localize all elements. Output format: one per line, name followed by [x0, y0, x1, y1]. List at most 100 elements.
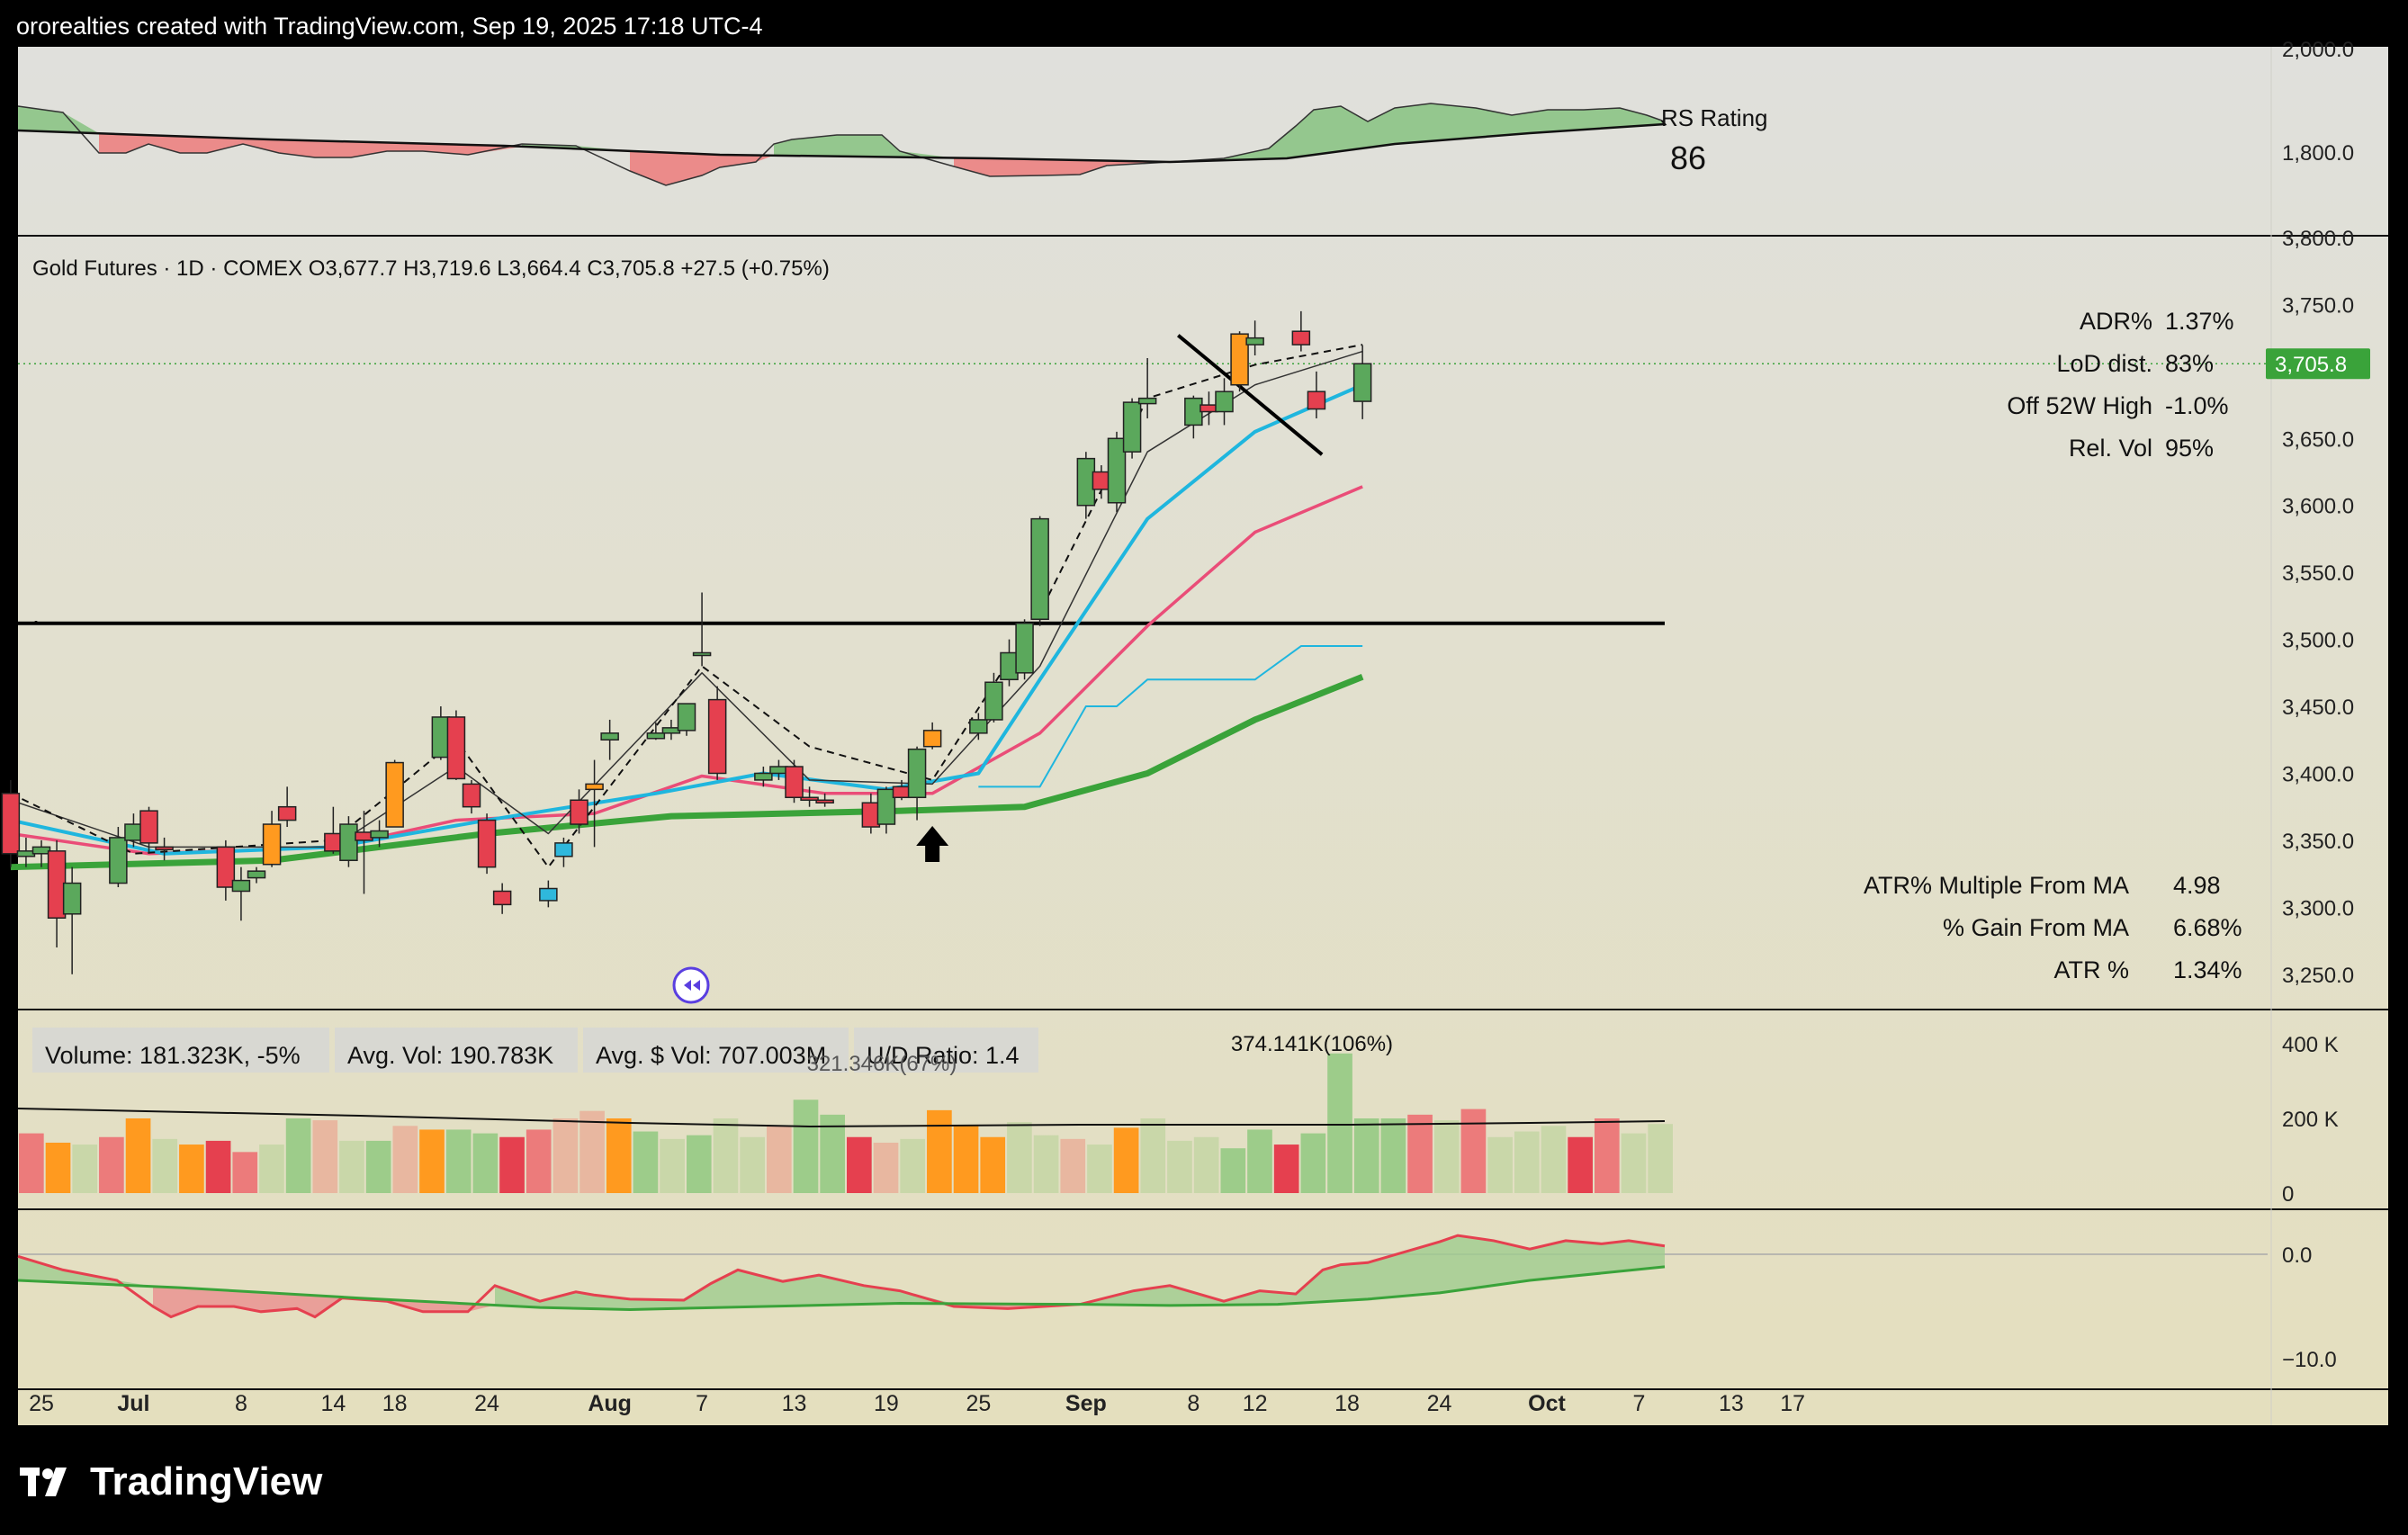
volume-bar[interactable] [72, 1145, 98, 1193]
candle-body[interactable] [231, 879, 251, 893]
volume-bar[interactable] [365, 1140, 391, 1193]
candle-body[interactable] [109, 837, 128, 884]
candle-body[interactable] [661, 727, 681, 734]
volume-bar[interactable] [633, 1131, 659, 1193]
volume-bar[interactable] [980, 1136, 1006, 1193]
candle-body[interactable] [1245, 337, 1264, 346]
candle-body[interactable] [1000, 651, 1019, 681]
candle-body[interactable] [47, 850, 67, 920]
volume-bar[interactable] [45, 1142, 71, 1193]
volume-bar[interactable] [1648, 1124, 1673, 1193]
volume-bar[interactable] [740, 1136, 765, 1193]
candle-body[interactable] [462, 783, 481, 808]
candle-body[interactable] [1122, 401, 1142, 453]
volume-bar[interactable] [419, 1129, 445, 1193]
candle-body[interactable] [385, 761, 404, 828]
volume-bar[interactable] [686, 1135, 712, 1193]
volume-bar[interactable] [1407, 1114, 1433, 1193]
volume-bar[interactable] [927, 1109, 952, 1193]
volume-bar[interactable] [900, 1138, 926, 1193]
candle-body[interactable] [539, 887, 558, 902]
candle-body[interactable] [1137, 397, 1157, 405]
candle-body[interactable] [124, 823, 143, 841]
candle-body[interactable] [1, 793, 21, 855]
candle-body[interactable] [370, 830, 389, 839]
volume-bar[interactable] [259, 1145, 284, 1193]
volume-bar[interactable] [1460, 1109, 1487, 1193]
volume-bar[interactable] [1060, 1138, 1086, 1193]
volume-bar[interactable] [179, 1145, 204, 1193]
volume-bar[interactable] [873, 1142, 899, 1193]
volume-bar[interactable] [1087, 1145, 1112, 1193]
candle-body[interactable] [446, 716, 466, 780]
candle-body[interactable] [1184, 397, 1203, 426]
volume-bar[interactable] [472, 1133, 499, 1193]
candle-body[interactable] [785, 766, 804, 799]
candle-body[interactable] [1352, 363, 1372, 402]
volume-bar[interactable] [1568, 1136, 1593, 1193]
candle-body[interactable] [1092, 471, 1111, 490]
volume-bar[interactable] [1273, 1145, 1299, 1193]
volume-bar[interactable] [606, 1118, 632, 1193]
candle-body[interactable] [769, 766, 788, 775]
candle-body[interactable] [62, 882, 82, 915]
candle-body[interactable] [324, 832, 343, 852]
candle-body[interactable] [277, 805, 297, 821]
candle-body[interactable] [800, 796, 819, 802]
candle-body[interactable] [984, 681, 1003, 721]
brand-logo[interactable]: TradingView [20, 1459, 322, 1504]
candle-body[interactable] [570, 799, 589, 825]
volume-bar[interactable] [1247, 1129, 1272, 1193]
volume-bar[interactable] [285, 1118, 311, 1193]
volume-bar[interactable] [1300, 1133, 1326, 1193]
candle-body[interactable] [492, 890, 512, 906]
volume-bar[interactable] [1113, 1127, 1139, 1193]
volume-bar[interactable] [1433, 1120, 1460, 1193]
volume-bar[interactable] [1167, 1140, 1192, 1193]
candle-body[interactable] [31, 846, 51, 855]
candle-body[interactable] [1107, 437, 1127, 504]
candle-body[interactable] [707, 698, 727, 775]
volume-bar[interactable] [152, 1138, 178, 1193]
candle-body[interactable] [1015, 622, 1034, 674]
volume-bar[interactable] [1380, 1118, 1406, 1193]
candle-body[interactable] [600, 732, 619, 741]
volume-bar[interactable] [499, 1136, 525, 1193]
volume-bar[interactable] [125, 1118, 151, 1193]
volume-bar[interactable] [1621, 1133, 1647, 1193]
candle-body[interactable] [155, 846, 174, 851]
volume-bar[interactable] [99, 1136, 124, 1193]
candle-body[interactable] [16, 850, 36, 857]
volume-bar[interactable] [713, 1118, 739, 1193]
volume-bar[interactable] [526, 1129, 552, 1193]
volume-bar[interactable] [1033, 1135, 1059, 1193]
volume-bar[interactable] [445, 1129, 472, 1193]
candle-body[interactable] [1307, 390, 1326, 410]
candle-body[interactable] [692, 651, 712, 657]
volume-bar[interactable] [232, 1152, 258, 1193]
candle-body[interactable] [477, 819, 497, 868]
volume-bar[interactable] [1220, 1148, 1246, 1193]
volume-bar[interactable] [205, 1140, 231, 1193]
volume-bar[interactable] [660, 1138, 685, 1193]
volume-bar[interactable] [793, 1100, 819, 1193]
candle-body[interactable] [1030, 517, 1049, 621]
volume-bar[interactable] [1514, 1131, 1540, 1193]
volume-bar[interactable] [1353, 1118, 1379, 1193]
volume-bar[interactable] [953, 1126, 979, 1193]
volume-bar[interactable] [847, 1136, 872, 1193]
candle-body[interactable] [1200, 404, 1218, 413]
volume-bar[interactable] [553, 1118, 579, 1193]
candle-body[interactable] [262, 823, 282, 866]
candle-body[interactable] [969, 719, 988, 734]
candle-body[interactable] [754, 772, 773, 781]
volume-bar[interactable] [392, 1126, 418, 1193]
candle-body[interactable] [1230, 333, 1249, 386]
volume-bar[interactable] [1007, 1122, 1032, 1193]
volume-bar[interactable] [312, 1120, 338, 1193]
candle-body[interactable] [892, 785, 912, 799]
candle-body[interactable] [922, 730, 942, 748]
volume-bar[interactable] [1193, 1136, 1219, 1193]
volume-bar[interactable] [820, 1114, 845, 1193]
